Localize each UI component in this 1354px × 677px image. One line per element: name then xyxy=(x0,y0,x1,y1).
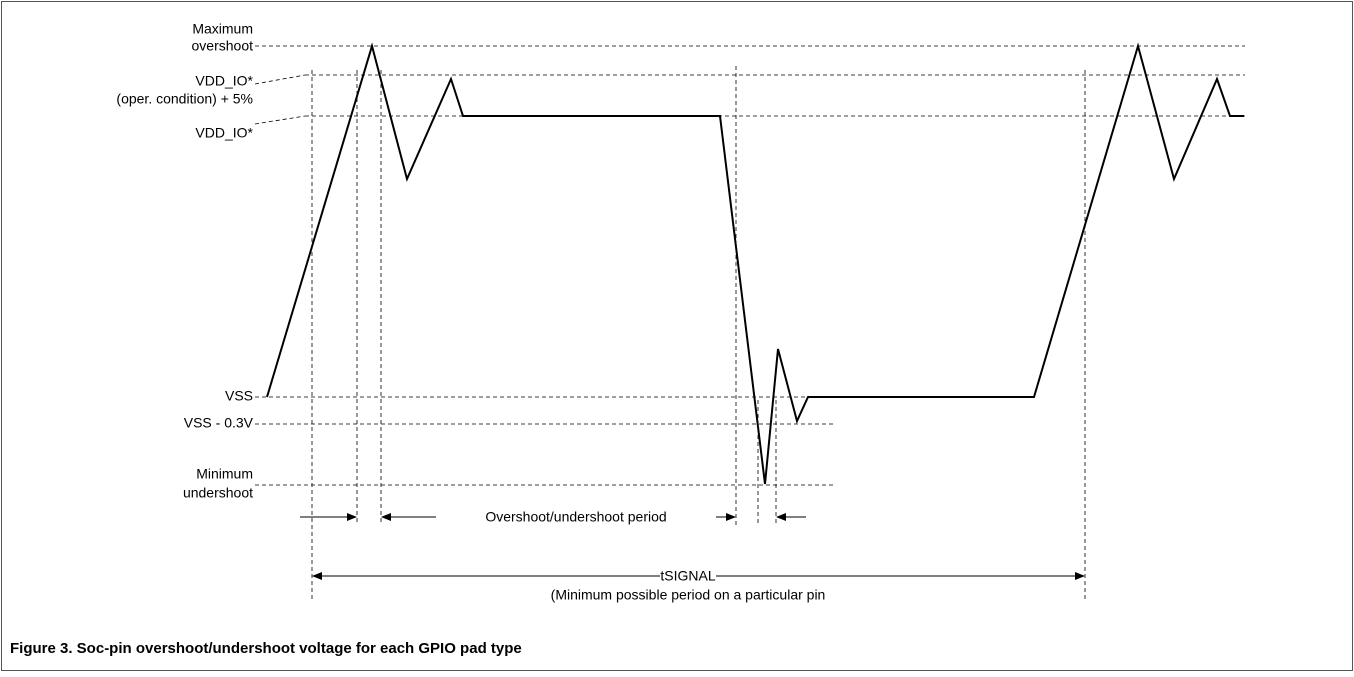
label: Minimum xyxy=(196,466,253,482)
caption: Figure 3. Soc-pin overshoot/undershoot v… xyxy=(10,640,522,657)
waveform xyxy=(266,42,1244,485)
label: VSS xyxy=(225,388,253,404)
label: undershoot xyxy=(183,485,253,501)
label: overshoot xyxy=(192,38,254,54)
label: Overshoot/undershoot period xyxy=(485,509,666,525)
arrows xyxy=(300,513,1085,580)
reference-lines xyxy=(254,45,1245,486)
label: VDD_IO* xyxy=(195,125,253,141)
label: tSIGNAL xyxy=(660,568,715,584)
label: Maximum xyxy=(192,21,253,37)
vertical-guides xyxy=(311,66,1086,600)
label: VDD_IO* xyxy=(195,73,253,89)
label: (oper. condition) + 5% xyxy=(116,91,253,107)
label: (Minimum possible period on a particular… xyxy=(551,587,826,603)
label: VSS - 0.3V xyxy=(184,415,254,431)
